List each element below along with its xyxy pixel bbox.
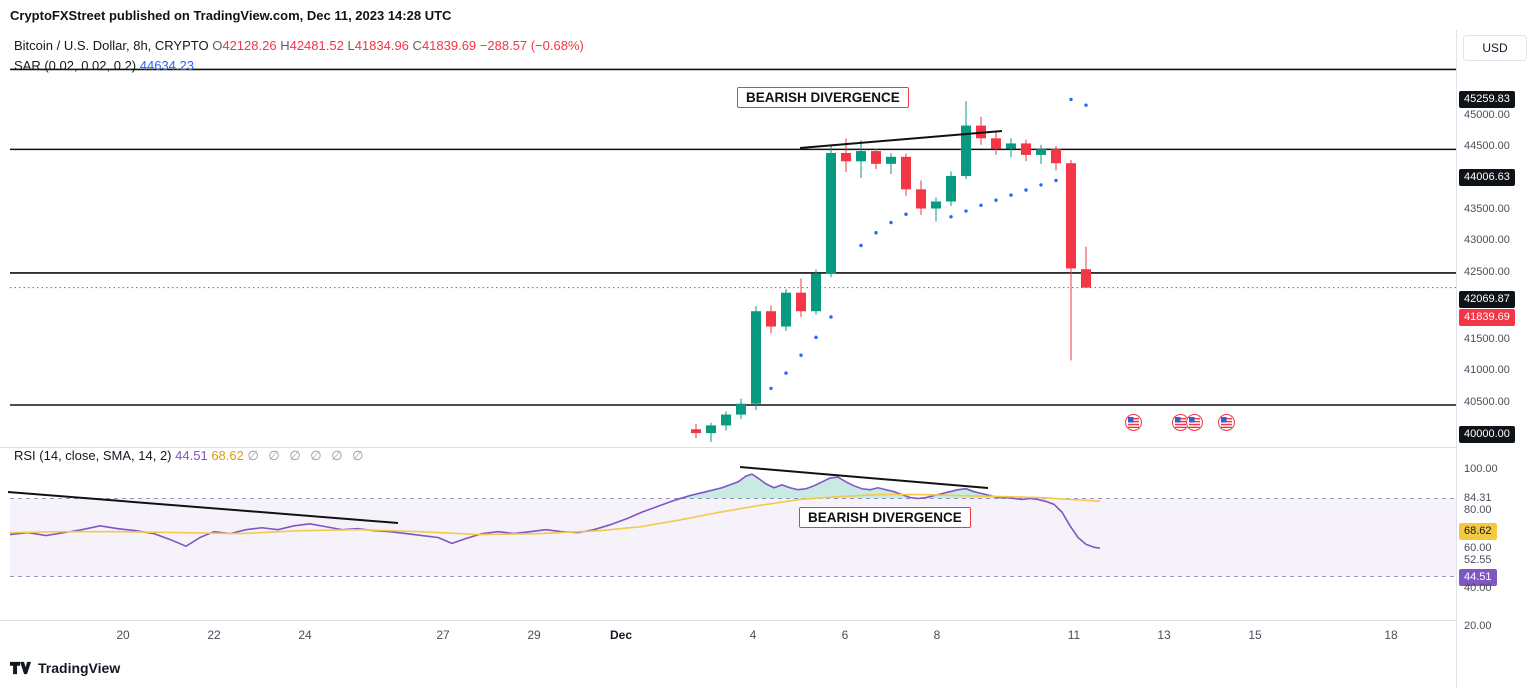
change-value: −288.57 (−0.68%)	[479, 38, 584, 53]
bearish-divergence-text: BEARISH DIVERGENCE	[808, 510, 962, 525]
price-scale-label: 45000.00	[1464, 109, 1510, 121]
close-label: C	[412, 38, 422, 53]
time-axis-label: 29	[527, 628, 541, 642]
price-scale-label: 84.31	[1464, 492, 1492, 504]
time-axis-label: 6	[841, 628, 849, 642]
rsi-sma-value: 68.62	[211, 448, 244, 463]
price-scale-label: 40.00	[1464, 582, 1492, 594]
time-axis-label: 22	[207, 628, 221, 642]
open-label: O	[212, 38, 223, 53]
us-flag-event-icon[interactable]	[1186, 414, 1203, 431]
bearish-divergence-label-rsi: BEARISH DIVERGENCE	[799, 507, 971, 528]
price-scale-label: 42069.87	[1459, 291, 1515, 308]
time-axis-label: 27	[436, 628, 450, 642]
us-flag-event-icon[interactable]	[1218, 414, 1235, 431]
tradingview-brand-text: TradingView	[38, 660, 121, 676]
low-label: L	[347, 38, 355, 53]
sar-legend: SAR (0.02, 0.02, 0.2) 44634.23	[14, 58, 194, 73]
price-scale-label: 100.00	[1464, 463, 1498, 475]
symbol-legend: Bitcoin / U.S. Dollar, 8h, CRYPTO O42128…	[14, 38, 584, 53]
sar-label: SAR (0.02, 0.02, 0.2)	[14, 58, 137, 73]
tradingview-attribution[interactable]: TradingView	[10, 660, 120, 676]
price-scale-label: 40500.00	[1464, 396, 1510, 408]
us-flag-event-icon[interactable]	[1172, 414, 1189, 431]
close-value: 41839.69	[421, 38, 477, 53]
time-axis-label: 4	[749, 628, 757, 642]
price-scale-label: 45259.83	[1459, 91, 1515, 108]
price-scale-label: 20.00	[1464, 620, 1492, 632]
us-flag-event-icon[interactable]	[1125, 414, 1142, 431]
time-axis-label: 20	[116, 628, 130, 642]
currency-button[interactable]: USD	[1463, 35, 1527, 61]
high-value: 42481.52	[289, 38, 344, 53]
low-value: 41834.96	[354, 38, 409, 53]
time-axis[interactable]: 20 22 24 27 29 Dec 4 6 8 11 13 15 18	[0, 621, 1456, 655]
attribution-bar: CryptoFXStreet published on TradingView.…	[0, 0, 1536, 30]
bearish-divergence-label-price: BEARISH DIVERGENCE	[737, 87, 909, 108]
rsi-value: 44.51	[175, 448, 208, 463]
price-scale-label: 68.62	[1459, 523, 1497, 540]
sar-value: 44634.23	[139, 58, 194, 73]
price-scale-label: 52.55	[1464, 554, 1492, 566]
price-scale-label: 41500.00	[1464, 333, 1510, 345]
rsi-legend: RSI (14, close, SMA, 14, 2) 44.51 68.62 …	[14, 448, 367, 464]
price-scale-label: 40000.00	[1459, 426, 1515, 443]
price-scale-label: 42500.00	[1464, 266, 1510, 278]
time-axis-label: 15	[1248, 628, 1262, 642]
time-axis-label: 18	[1384, 628, 1398, 642]
time-axis-label: Dec	[609, 628, 633, 642]
price-scale-label: 44500.00	[1464, 140, 1510, 152]
price-scale-label: 41839.69	[1459, 309, 1515, 326]
symbol-title: Bitcoin / U.S. Dollar, 8h, CRYPTO	[14, 38, 209, 53]
rsi-label: RSI (14, close, SMA, 14, 2)	[14, 448, 172, 463]
axis-separator	[0, 620, 1536, 621]
time-axis-label: 13	[1157, 628, 1171, 642]
time-axis-label: 8	[933, 628, 941, 642]
price-scale-label: 80.00	[1464, 504, 1492, 516]
time-axis-label: 11	[1067, 628, 1081, 642]
price-scale-label: 44006.63	[1459, 169, 1515, 186]
price-scale-label: 41000.00	[1464, 364, 1510, 376]
bearish-divergence-text: BEARISH DIVERGENCE	[746, 90, 900, 105]
pane-separator[interactable]	[0, 447, 1536, 448]
attribution-text: CryptoFXStreet published on TradingView.…	[10, 8, 452, 23]
price-scale[interactable]: USD 45259.83 45000.00 44500.00 44006.63 4350…	[1456, 30, 1536, 688]
open-value: 42128.26	[222, 38, 277, 53]
price-scale-label: 44.51	[1459, 569, 1497, 586]
price-scale-label: 43500.00	[1464, 203, 1510, 215]
rsi-empty-slots: ∅ ∅ ∅ ∅ ∅ ∅	[247, 448, 367, 463]
high-label: H	[280, 38, 290, 53]
price-scale-label: 43000.00	[1464, 234, 1510, 246]
tradingview-logo-icon	[10, 661, 32, 675]
price-scale-label: 60.00	[1464, 542, 1492, 554]
time-axis-label: 24	[298, 628, 312, 642]
